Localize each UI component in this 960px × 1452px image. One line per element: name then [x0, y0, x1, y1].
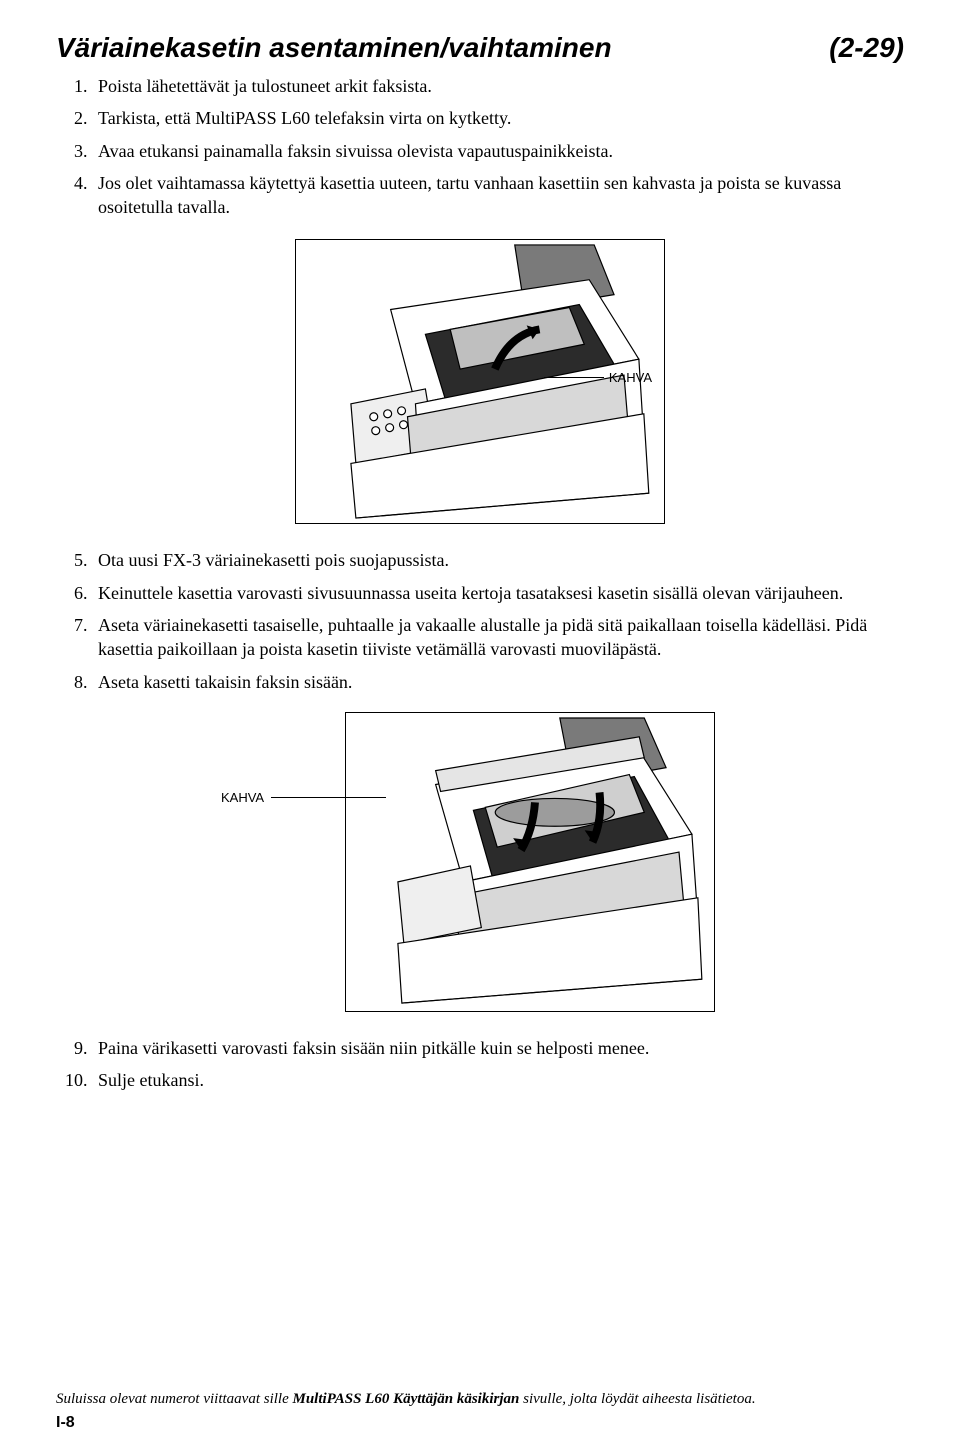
step-3: Avaa etukansi painamalla faksin sivuissa… — [92, 139, 904, 163]
step-9: Paina värikasetti varovasti faksin sisää… — [92, 1036, 904, 1060]
figure-2-label: KAHVA — [221, 790, 264, 805]
step-6: Keinuttele kasettia varovasti sivusuunna… — [92, 581, 904, 605]
page-title: Väriainekasetin asentaminen/vaihtaminen — [56, 32, 612, 64]
figure-2-box — [345, 712, 715, 1012]
step-8: Aseta kasetti takaisin faksin sisään. — [92, 670, 904, 694]
steps-list-c: Paina värikasetti varovasti faksin sisää… — [92, 1036, 904, 1093]
figure-1-box: KAHVA — [295, 239, 665, 524]
step-1: Poista lähetettävät ja tulostuneet arkit… — [92, 74, 904, 98]
footer-note: Suluissa olevat numerot viittaavat sille… — [56, 1391, 904, 1408]
step-4: Jos olet vaihtamassa käytettyä kasettia … — [92, 171, 904, 220]
step-10: Sulje etukansi. — [92, 1068, 904, 1092]
figure-1-label-line — [544, 377, 604, 378]
printer-illustration-2 — [346, 713, 714, 1011]
steps-list-b: Ota uusi FX-3 väriainekasetti pois suoja… — [92, 548, 904, 693]
figure-2-wrap: KAHVA — [245, 712, 715, 1012]
footer-pre: Suluissa olevat numerot viittaavat sille — [56, 1391, 293, 1407]
footer-post: sivulle, jolta löydät aiheesta lisätieto… — [519, 1391, 755, 1407]
footer-bold: MultiPASS L60 Käyttäjän käsikirjan — [293, 1391, 520, 1407]
title-row: Väriainekasetin asentaminen/vaihtaminen … — [56, 32, 904, 64]
step-2: Tarkista, että MultiPASS L60 telefaksin … — [92, 106, 904, 130]
figure-1-label: KAHVA — [609, 370, 652, 385]
figure-2: KAHVA — [56, 712, 904, 1012]
step-7: Aseta väriainekasetti tasaiselle, puhtaa… — [92, 613, 904, 662]
figure-1: KAHVA — [56, 239, 904, 524]
page: Väriainekasetin asentaminen/vaihtaminen … — [0, 0, 960, 1452]
step-5: Ota uusi FX-3 väriainekasetti pois suoja… — [92, 548, 904, 572]
steps-list-a: Poista lähetettävät ja tulostuneet arkit… — [92, 74, 904, 219]
page-reference: (2-29) — [829, 32, 904, 64]
page-number: I-8 — [56, 1414, 75, 1432]
